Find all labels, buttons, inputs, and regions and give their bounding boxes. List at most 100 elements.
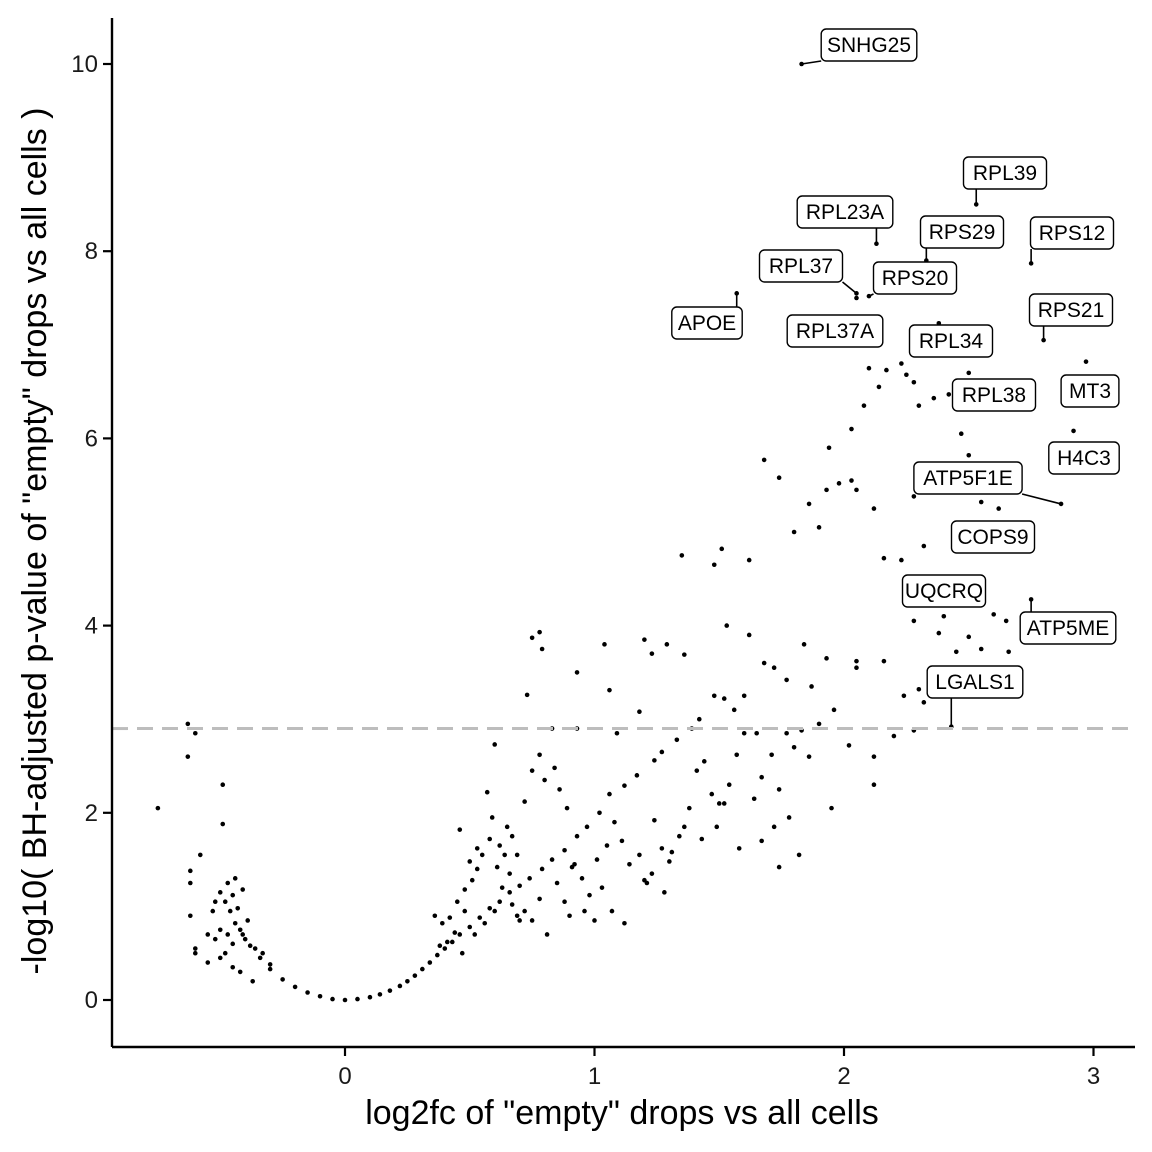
data-point — [240, 887, 246, 892]
data-point — [529, 768, 535, 773]
data-point — [522, 908, 527, 914]
data-point — [529, 635, 535, 641]
y-axis-title: -log10( BH-adjusted p-value of "empty" d… — [16, 108, 54, 975]
gene-label-text: RPL38 — [962, 384, 1026, 407]
data-point — [854, 295, 859, 301]
data-point — [829, 805, 834, 811]
data-point — [462, 908, 468, 914]
data-point — [529, 918, 535, 923]
data-point — [824, 656, 829, 661]
data-point — [497, 843, 502, 848]
data-point — [217, 955, 223, 961]
data-point — [609, 908, 615, 914]
data-point — [734, 752, 740, 758]
gene-label-rpl37: RPL37 — [758, 249, 857, 294]
data-point — [504, 824, 510, 830]
data-point — [597, 810, 602, 816]
data-point — [472, 932, 478, 937]
data-point — [502, 852, 507, 858]
label-leader-line — [868, 293, 874, 297]
label-box — [820, 28, 918, 62]
data-point — [235, 905, 241, 911]
data-point — [355, 996, 360, 1002]
data-point — [592, 918, 597, 923]
data-point — [876, 384, 882, 390]
data-point — [669, 849, 675, 855]
data-point — [188, 880, 193, 886]
data-point — [966, 452, 972, 458]
gene-label-text: MT3 — [1069, 380, 1111, 403]
data-point — [494, 864, 500, 870]
label-box — [786, 314, 884, 348]
data-point — [901, 693, 907, 699]
data-point — [786, 815, 792, 820]
label-box — [1029, 216, 1115, 250]
gene-label-text: RPS29 — [929, 221, 996, 244]
data-point — [602, 642, 607, 647]
data-point — [554, 880, 560, 886]
data-point — [537, 896, 542, 902]
data-point — [542, 777, 547, 783]
data-point — [759, 838, 764, 844]
data-point — [761, 660, 767, 666]
x-tick-label: 3 — [1087, 1063, 1100, 1090]
data-point — [482, 920, 488, 926]
data-point — [911, 494, 917, 499]
data-point — [317, 993, 323, 999]
data-point — [649, 871, 655, 876]
data-point — [622, 783, 627, 788]
gene-label-atp5f1e: ATP5F1E — [913, 461, 1062, 505]
data-point — [726, 782, 732, 788]
label-box — [950, 520, 1036, 554]
data-point — [978, 499, 984, 505]
y-tick-label: 8 — [85, 238, 98, 265]
data-point — [1006, 649, 1011, 655]
data-point — [724, 623, 730, 628]
data-point — [1071, 428, 1076, 434]
data-point — [754, 730, 759, 736]
data-point — [921, 543, 927, 549]
data-point — [217, 890, 223, 895]
data-point — [497, 899, 502, 905]
data-point — [996, 506, 1001, 511]
data-point — [871, 782, 877, 788]
data-point — [607, 791, 612, 797]
data-point — [227, 908, 233, 914]
data-point — [716, 801, 722, 806]
data-point — [527, 876, 532, 881]
data-point — [487, 905, 493, 911]
data-point — [1058, 501, 1064, 507]
label-box — [1028, 293, 1114, 327]
data-point — [911, 379, 917, 385]
data-point — [711, 693, 717, 699]
data-point — [806, 754, 812, 759]
label-box — [1060, 374, 1120, 408]
data-point — [871, 754, 877, 759]
data-point — [637, 852, 642, 858]
data-point — [267, 966, 273, 972]
gene-label-rps29: RPS29 — [919, 215, 1005, 261]
data-point — [664, 642, 670, 647]
data-point — [212, 899, 218, 905]
data-point — [849, 478, 854, 483]
data-point — [659, 846, 665, 851]
data-point — [507, 890, 512, 895]
data-point — [652, 817, 657, 823]
data-point — [474, 846, 480, 851]
data-point — [899, 361, 904, 366]
data-point — [642, 637, 647, 642]
data-point — [567, 913, 572, 919]
data-point — [509, 902, 515, 907]
data-point — [193, 950, 198, 956]
data-point — [682, 824, 687, 830]
data-point — [484, 789, 490, 795]
data-point — [247, 943, 253, 949]
data-point — [599, 885, 605, 890]
data-point — [861, 403, 867, 408]
data-point — [492, 908, 498, 914]
data-point — [699, 836, 705, 842]
data-point — [904, 372, 909, 378]
data-point — [694, 768, 700, 773]
data-point — [537, 752, 542, 758]
x-tick-label: 2 — [837, 1063, 850, 1090]
